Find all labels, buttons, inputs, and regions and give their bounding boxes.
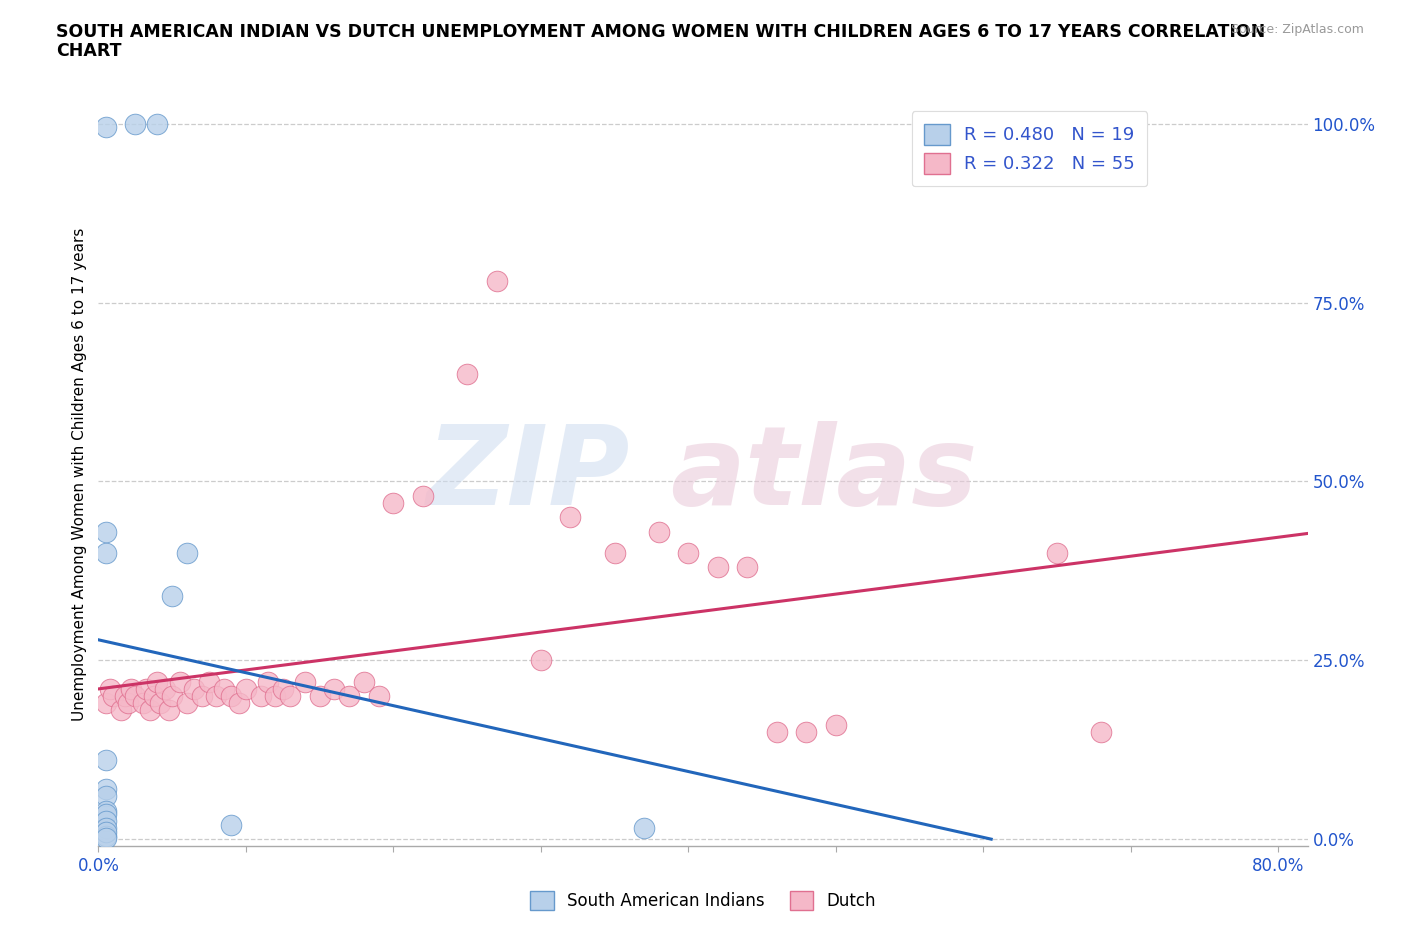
Point xyxy=(94,120,117,135)
Point xyxy=(135,682,157,697)
Point xyxy=(353,674,375,689)
Point xyxy=(94,828,117,843)
Point xyxy=(456,366,478,381)
Point xyxy=(219,688,242,703)
Point xyxy=(94,830,117,845)
Point xyxy=(146,674,169,689)
Point xyxy=(824,717,846,732)
Point xyxy=(1046,546,1069,561)
Point xyxy=(485,273,508,288)
Point xyxy=(765,724,787,739)
Point xyxy=(337,688,360,703)
Point xyxy=(198,674,221,689)
Point xyxy=(278,688,301,703)
Point xyxy=(257,674,280,689)
Point xyxy=(706,560,728,575)
Point xyxy=(94,546,117,561)
Text: atlas: atlas xyxy=(671,420,977,528)
Point xyxy=(114,688,136,703)
Point xyxy=(143,688,166,703)
Point xyxy=(160,589,183,604)
Point xyxy=(212,682,235,697)
Point xyxy=(678,546,700,561)
Point xyxy=(98,682,121,697)
Point xyxy=(294,674,316,689)
Point xyxy=(94,789,117,804)
Point xyxy=(183,682,205,697)
Point xyxy=(94,806,117,821)
Point xyxy=(124,688,146,703)
Point xyxy=(249,688,271,703)
Point xyxy=(117,696,139,711)
Point xyxy=(110,703,132,718)
Point xyxy=(153,682,176,697)
Legend: South American Indians, Dutch: South American Indians, Dutch xyxy=(523,884,883,917)
Text: ZIP: ZIP xyxy=(427,420,630,528)
Legend: R = 0.480   N = 19, R = 0.322   N = 55: R = 0.480 N = 19, R = 0.322 N = 55 xyxy=(911,112,1147,186)
Point xyxy=(603,546,626,561)
Point xyxy=(157,703,180,718)
Point xyxy=(530,653,553,668)
Point xyxy=(94,753,117,768)
Point xyxy=(560,510,582,525)
Point xyxy=(271,682,294,697)
Point xyxy=(120,682,142,697)
Point xyxy=(367,688,389,703)
Point xyxy=(308,688,330,703)
Text: CHART: CHART xyxy=(56,42,122,60)
Point xyxy=(169,674,191,689)
Point xyxy=(633,821,655,836)
Point xyxy=(139,703,162,718)
Point xyxy=(264,688,287,703)
Point xyxy=(412,488,434,503)
Point xyxy=(94,821,117,836)
Y-axis label: Unemployment Among Women with Children Ages 6 to 17 years: Unemployment Among Women with Children A… xyxy=(72,228,87,721)
Text: Source: ZipAtlas.com: Source: ZipAtlas.com xyxy=(1230,23,1364,36)
Point xyxy=(648,525,671,539)
Point xyxy=(124,116,146,131)
Point xyxy=(94,781,117,796)
Point xyxy=(94,525,117,539)
Point xyxy=(235,682,257,697)
Point xyxy=(131,696,153,711)
Point xyxy=(94,825,117,840)
Point xyxy=(160,688,183,703)
Point xyxy=(382,496,405,511)
Point xyxy=(101,688,124,703)
Point xyxy=(323,682,346,697)
Point xyxy=(149,696,172,711)
Point xyxy=(228,696,250,711)
Point xyxy=(1090,724,1112,739)
Point xyxy=(94,804,117,818)
Point xyxy=(794,724,817,739)
Point xyxy=(176,696,198,711)
Text: SOUTH AMERICAN INDIAN VS DUTCH UNEMPLOYMENT AMONG WOMEN WITH CHILDREN AGES 6 TO : SOUTH AMERICAN INDIAN VS DUTCH UNEMPLOYM… xyxy=(56,23,1265,41)
Point xyxy=(146,116,169,131)
Point xyxy=(205,688,228,703)
Point xyxy=(94,696,117,711)
Point xyxy=(735,560,758,575)
Point xyxy=(176,546,198,561)
Point xyxy=(190,688,212,703)
Point xyxy=(219,817,242,832)
Point xyxy=(94,814,117,829)
